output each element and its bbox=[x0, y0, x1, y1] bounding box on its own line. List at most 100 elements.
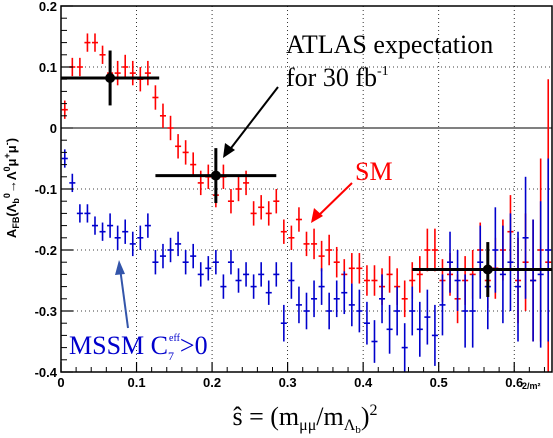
y-tick-label: 0 bbox=[50, 121, 57, 136]
mssm-point bbox=[175, 231, 182, 257]
sm-point bbox=[401, 280, 408, 318]
mssm-point bbox=[91, 216, 99, 235]
mssm-point bbox=[273, 262, 280, 287]
mssm-point bbox=[144, 213, 151, 238]
mssm-point bbox=[386, 304, 393, 354]
sm-point bbox=[129, 60, 136, 86]
atlas-arrow-line bbox=[227, 86, 279, 153]
ylabel-mu2: μ bbox=[4, 145, 19, 153]
sm-point bbox=[363, 265, 370, 296]
sm-point bbox=[311, 228, 318, 260]
ylabel-b: b bbox=[11, 198, 21, 204]
mssm-point bbox=[522, 176, 529, 299]
mssm-point bbox=[431, 304, 438, 366]
sm-point bbox=[114, 60, 121, 86]
mssm-point bbox=[477, 225, 484, 299]
mssm-point bbox=[122, 219, 129, 244]
grid-lines bbox=[61, 6, 552, 372]
y-tick-label: -0.1 bbox=[35, 182, 57, 197]
mssm-point bbox=[227, 250, 234, 275]
sm-point bbox=[295, 207, 302, 232]
mssm-point bbox=[129, 231, 136, 257]
sm-point bbox=[356, 253, 363, 284]
sm-point bbox=[333, 246, 340, 278]
x-axis-label: ŝ = (mμμ/mΛb)2 bbox=[232, 402, 377, 436]
mssm-point bbox=[469, 274, 476, 348]
mssm-point bbox=[107, 213, 114, 238]
sm-point bbox=[416, 256, 423, 293]
x-tick-label: 0.3 bbox=[279, 375, 297, 390]
ylabel-zero2: 0 bbox=[2, 166, 12, 171]
mssm-point bbox=[439, 274, 446, 336]
mssm-point bbox=[326, 292, 333, 330]
mssm-point bbox=[243, 262, 250, 287]
sm-point bbox=[99, 45, 106, 64]
sm-point bbox=[144, 60, 151, 86]
mssm-point bbox=[114, 225, 121, 250]
ylabel-arrow: →Λ bbox=[4, 171, 19, 193]
sm-point bbox=[91, 33, 99, 52]
atlas-arrow bbox=[223, 86, 279, 158]
ylabel-sub: FB bbox=[11, 216, 21, 228]
mssm-point bbox=[220, 274, 227, 299]
mssm-point bbox=[159, 243, 166, 269]
sm-point bbox=[190, 152, 197, 177]
mssm-point bbox=[76, 204, 83, 223]
mssm-arrow bbox=[115, 260, 129, 329]
atlas-marker bbox=[105, 72, 116, 83]
mssm-annotation: MSSM C7 eff>0 bbox=[69, 331, 208, 363]
mssm-point bbox=[205, 256, 212, 281]
xlabel-b: b bbox=[355, 424, 361, 436]
sm-point bbox=[280, 219, 287, 244]
x-tick-label: 0.1 bbox=[127, 375, 145, 390]
mssm-annotation-sub: 7 bbox=[168, 349, 174, 363]
mssm-point bbox=[84, 204, 91, 223]
sm-point bbox=[122, 54, 129, 80]
y-tick-label: -0.2 bbox=[35, 243, 57, 258]
mssm-point bbox=[265, 280, 272, 305]
sm-point bbox=[424, 228, 431, 272]
mssm-point bbox=[288, 262, 295, 299]
sm-arrow-head bbox=[311, 208, 323, 223]
mssm-point bbox=[212, 250, 219, 275]
mssm-point bbox=[311, 280, 318, 318]
mssm-point bbox=[409, 286, 416, 336]
mssm-point bbox=[341, 271, 348, 315]
mssm-point bbox=[514, 231, 522, 342]
mssm-point bbox=[280, 304, 287, 342]
mssm-point bbox=[333, 280, 340, 318]
sm-point bbox=[159, 103, 166, 128]
mssm-point bbox=[250, 274, 257, 299]
ylabel-zero: 0 bbox=[2, 193, 12, 198]
mssm-arrow-head bbox=[115, 260, 125, 275]
mssm-point bbox=[371, 320, 378, 363]
mssm-point bbox=[394, 286, 401, 336]
mssm-point bbox=[137, 225, 144, 250]
x-tick-label: 0.2 bbox=[203, 375, 221, 390]
sm-point bbox=[386, 256, 393, 293]
xlabel-mumu: μμ bbox=[299, 417, 316, 434]
sm-point bbox=[152, 85, 159, 110]
mssm-point bbox=[416, 301, 423, 357]
x-tick-label: 0.4 bbox=[354, 375, 373, 390]
mssm-point bbox=[545, 158, 552, 342]
mssm-point bbox=[235, 268, 242, 293]
xlabel-close: ) bbox=[361, 402, 370, 431]
mssm-point bbox=[182, 250, 189, 275]
atlas-marker bbox=[482, 264, 493, 275]
mssm-point bbox=[99, 222, 106, 241]
y-tick-labels: 0.2 0.1 0 -0.1 -0.2 -0.3 -0.4 bbox=[35, 0, 58, 380]
atlas-annotation-sup: -1 bbox=[377, 64, 389, 79]
mssm-point bbox=[492, 207, 499, 293]
sm-point bbox=[273, 189, 280, 214]
sm-point bbox=[76, 57, 83, 77]
sm-arrow-line bbox=[315, 182, 353, 219]
mssm-annotation-tail: >0 bbox=[180, 331, 208, 360]
sm-point bbox=[265, 201, 272, 226]
y-tick-label: 0.1 bbox=[39, 60, 57, 75]
y-axis-label: AFB(Λb0→Λ0μ+μ-) bbox=[2, 138, 21, 238]
atlas-annotation-line1: ATLAS expectation bbox=[286, 30, 493, 59]
sm-point bbox=[348, 253, 355, 284]
mssm-point bbox=[258, 262, 265, 287]
mssm-annotation-main: MSSM C bbox=[69, 331, 168, 360]
